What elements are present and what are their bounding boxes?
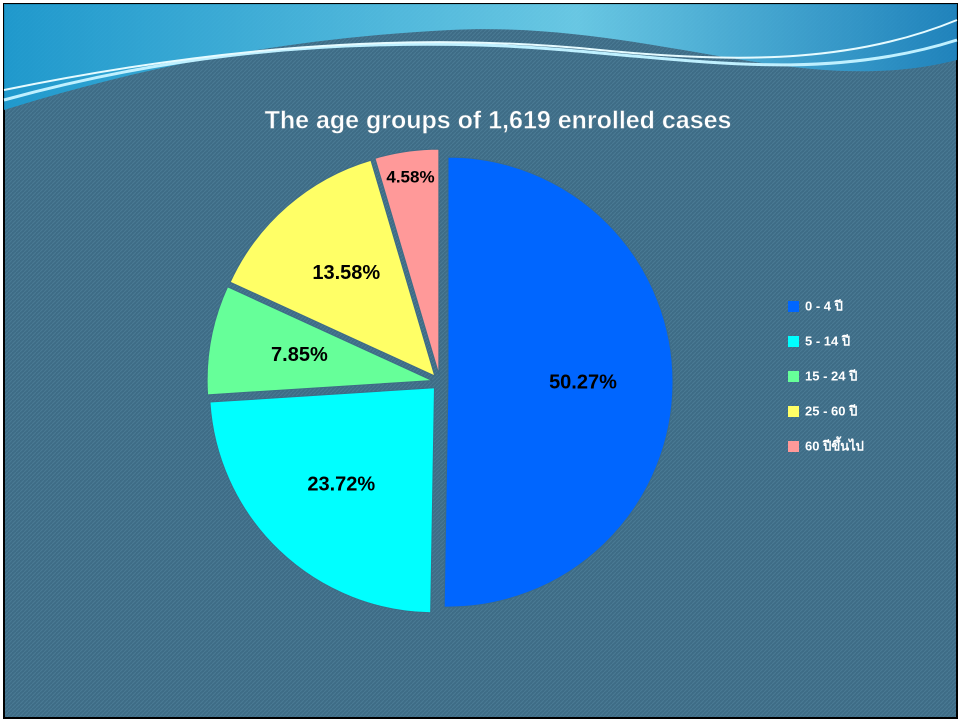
pie: 50.27% 23.72% 7.85% 13.58% 4.58% — [206, 148, 674, 614]
data-label: 13.58% — [312, 262, 380, 284]
pie-slice — [206, 286, 433, 396]
pie-slice — [209, 387, 435, 614]
legend-swatch — [788, 336, 799, 347]
legend-label: 25 - 60 ปี — [805, 403, 857, 418]
data-label: 4.58% — [386, 168, 434, 187]
pie-slice — [229, 159, 436, 377]
legend-swatch — [788, 371, 799, 382]
legend-label: 60 ปีขึ้นไป — [805, 435, 864, 453]
data-label: 23.72% — [307, 474, 375, 496]
data-label: 7.85% — [271, 344, 328, 366]
data-label: 50.27% — [549, 371, 617, 393]
header-wave — [4, 4, 957, 110]
legend-label: 15 - 24 ปี — [805, 368, 857, 383]
pie-slice — [443, 156, 674, 608]
legend-swatch — [788, 301, 799, 312]
wave-line — [3, 38, 958, 102]
legend-swatch — [788, 406, 799, 417]
legend-swatch — [788, 441, 799, 452]
legend-label: 0 - 4 ปี — [805, 298, 843, 313]
chart-title: The age groups of 1,619 enrolled cases — [265, 107, 732, 135]
legend-label: 5 - 14 ปี — [805, 333, 850, 348]
wave-line — [3, 19, 958, 91]
legend: 0 - 4 ปี 5 - 14 ปี 15 - 24 ปี 25 - 60 ปี 60 … — [788, 298, 864, 453]
pie-slice — [374, 148, 440, 375]
